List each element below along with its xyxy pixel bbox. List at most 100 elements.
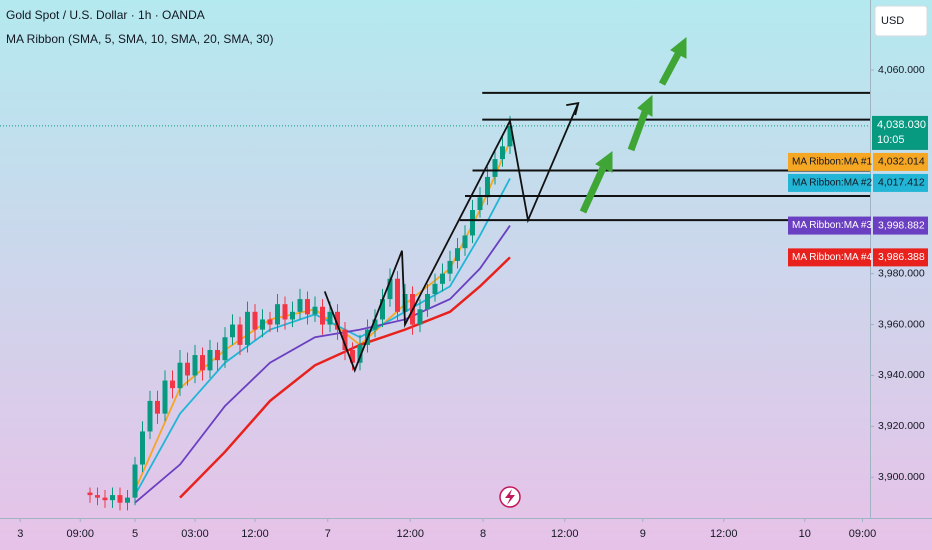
current-price-label: 4,038.030 (877, 119, 926, 131)
ma-name-box (788, 216, 871, 235)
y-tick-label: 3,960.000 (878, 318, 925, 330)
candle-body (95, 495, 100, 498)
ma-value-box (873, 152, 928, 171)
candle-body (372, 319, 378, 330)
ma-name-box (788, 248, 871, 267)
candle-body (282, 304, 288, 320)
candle-body (395, 278, 400, 312)
candle-body (267, 319, 273, 325)
arrow-head (670, 36, 687, 59)
candle-body (470, 210, 475, 236)
ma-value-label: 4,017.412 (878, 177, 925, 189)
candle-body (357, 344, 363, 363)
candle-body (200, 355, 205, 371)
current-price-box (872, 115, 928, 150)
y-tick-label: 3,980.000 (878, 267, 925, 279)
candle-body (237, 324, 243, 345)
candle-body (147, 400, 153, 432)
candle-body (177, 362, 183, 389)
ma-value-box (873, 173, 928, 192)
ma-value-label: 4,032.014 (878, 156, 925, 168)
currency-label: USD (881, 15, 904, 27)
candle-body (222, 337, 228, 361)
candle-body (110, 495, 115, 501)
candle-body (275, 304, 280, 325)
candle-body (417, 309, 423, 325)
candle-body (432, 283, 438, 294)
candle-body (132, 464, 138, 498)
candle-body (485, 176, 490, 198)
candle-body (215, 350, 220, 361)
candle-body (440, 273, 445, 284)
y-tick-label: 3,940.000 (878, 369, 925, 381)
projection-arrowhead (566, 101, 580, 116)
x-tick-label: 3 (17, 528, 23, 540)
candle-body (162, 380, 168, 414)
candle-body (335, 311, 340, 330)
candle-body (192, 355, 198, 376)
indicator-label: MA Ribbon (SMA, 5, SMA, 10, SMA, 20, SMA… (6, 32, 273, 46)
candle-body (462, 235, 468, 249)
arrow-shaft (627, 110, 649, 152)
candle-body (500, 146, 505, 160)
currency-button[interactable] (874, 5, 928, 37)
candle-body (492, 159, 498, 177)
candle-body (252, 311, 258, 330)
x-tick-label: 12:00 (241, 528, 269, 540)
ma-value-label: 3,986.388 (878, 251, 925, 263)
projection-path (323, 102, 580, 373)
candle-body (380, 299, 385, 320)
candle-body (102, 497, 108, 501)
ma-name-label: MA Ribbon:MA #1 (792, 157, 872, 168)
candle-body (245, 311, 250, 345)
candle-body (312, 306, 318, 315)
candle-body (477, 197, 483, 210)
x-tick-label: 03:00 (181, 528, 209, 540)
candle-body (170, 380, 175, 389)
candle-body (350, 350, 355, 363)
arrow-shaft (658, 52, 682, 86)
ma-name-box (788, 173, 871, 192)
candle-body (230, 324, 235, 338)
x-tick-label: 5 (132, 528, 138, 540)
candle-body (320, 306, 325, 325)
candle-body (117, 495, 123, 503)
green-arrows (579, 36, 687, 214)
ma-value-box (873, 248, 928, 267)
candle-body (290, 311, 295, 320)
candle-body (140, 431, 145, 465)
x-tick-label: 12:00 (710, 528, 738, 540)
x-tick-label: 8 (480, 528, 486, 540)
candle-body (425, 294, 430, 310)
ma-name-box (788, 152, 871, 171)
ma-name-label: MA Ribbon:MA #2 (792, 178, 872, 189)
candle-body (260, 319, 265, 330)
candle-body (185, 362, 190, 376)
candle-body (387, 278, 393, 300)
candle-body (342, 329, 348, 350)
candle-body (305, 299, 310, 315)
candle-body (447, 260, 453, 274)
ma-name-label: MA Ribbon:MA #4 (792, 252, 872, 263)
arrow-head (595, 151, 613, 173)
y-tick-label: 3,900.000 (878, 471, 925, 483)
x-tick-label: 7 (325, 528, 331, 540)
x-tick-label: 09:00 (66, 528, 94, 540)
x-tick-label: 12:00 (396, 528, 424, 540)
x-tick-label: 9 (640, 528, 646, 540)
arrow-shaft (579, 166, 607, 214)
candle-body (207, 350, 213, 371)
candle-body (327, 311, 333, 325)
countdown-label: 10:05 (877, 134, 905, 146)
candle-body (297, 299, 303, 312)
ma-value-label: 3,998.882 (878, 219, 925, 231)
candle-body (507, 126, 513, 147)
lightning-icon[interactable] (499, 486, 521, 508)
x-tick-label: 09:00 (849, 528, 877, 540)
icon-bolt (505, 489, 515, 505)
x-tick-label: 12:00 (551, 528, 579, 540)
ma-name-label: MA Ribbon:MA #3 (792, 220, 872, 231)
